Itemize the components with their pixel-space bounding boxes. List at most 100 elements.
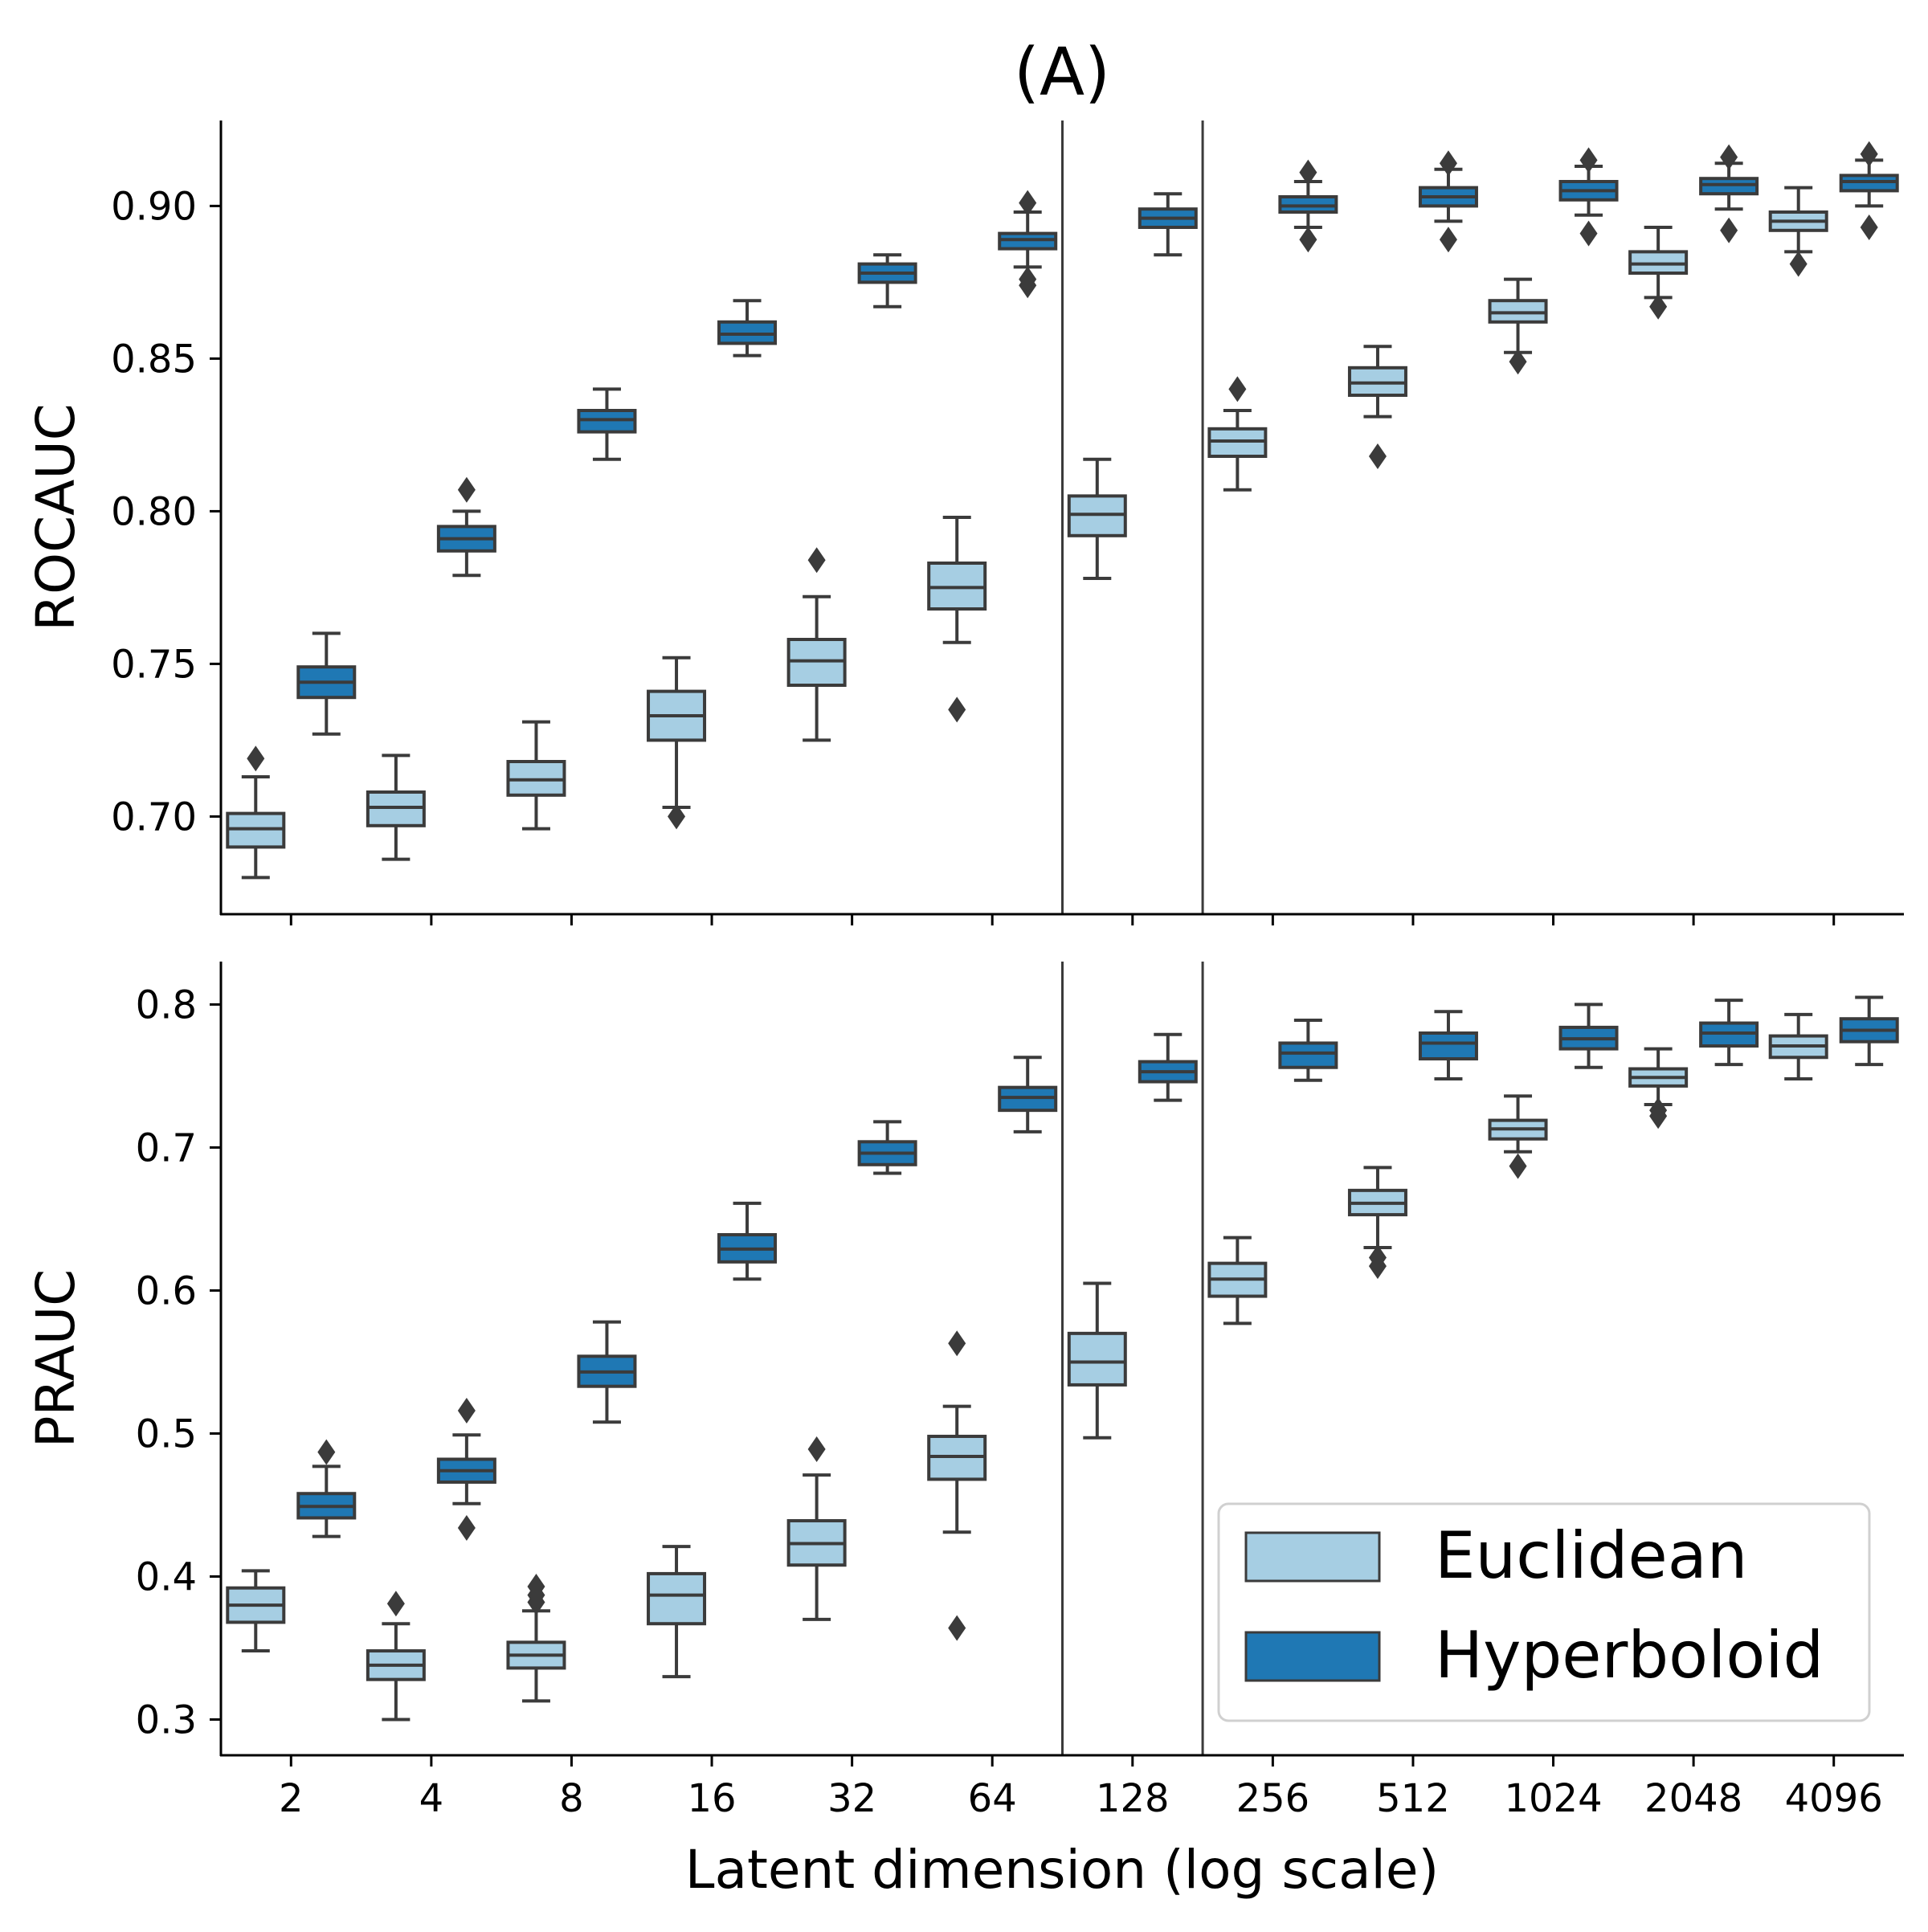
box-hyperboloid bbox=[1418, 150, 1478, 253]
outlier-marker bbox=[1299, 227, 1317, 253]
box-hyperboloid bbox=[998, 1056, 1058, 1133]
box-hyperboloid bbox=[1699, 999, 1759, 1067]
outlier-marker bbox=[1509, 1153, 1527, 1179]
outlier-marker bbox=[1299, 159, 1317, 186]
y-tick-label: 0.80 bbox=[111, 489, 197, 534]
box-euclidean bbox=[1207, 1236, 1268, 1325]
x-tick-label: 2 bbox=[279, 1776, 304, 1821]
outlier-marker bbox=[1720, 144, 1738, 170]
panel-top-rocauc: 0.70 0.75 0.80 0.85 0.90 ROCAUC bbox=[25, 120, 1904, 925]
y-tick-label: 0.8 bbox=[136, 982, 197, 1027]
box-euclidean bbox=[1347, 1166, 1407, 1280]
outlier-marker bbox=[948, 1330, 966, 1357]
legend-frame bbox=[1217, 1502, 1871, 1722]
outlier-marker bbox=[1649, 293, 1668, 320]
y-tick-label: 0.6 bbox=[136, 1268, 197, 1313]
legend-label-hyperboloid: Hyperboloid bbox=[1435, 1618, 1824, 1693]
box-hyperboloid bbox=[436, 1397, 496, 1541]
x-axis-label: Latent dimension (log scale) bbox=[685, 1839, 1439, 1901]
chart-title: (A) bbox=[1014, 35, 1110, 111]
box-hyperboloid bbox=[296, 631, 357, 736]
outlier-marker bbox=[668, 803, 686, 830]
outlier-marker bbox=[1228, 376, 1247, 402]
box-hyperboloid bbox=[1699, 144, 1759, 243]
legend-swatch-euclidean bbox=[1244, 1531, 1381, 1583]
x-tick-label: 64 bbox=[968, 1776, 1017, 1821]
box-euclidean bbox=[1488, 277, 1548, 375]
y-tick-label: 0.90 bbox=[111, 184, 197, 229]
box-euclidean bbox=[927, 1330, 987, 1641]
box-hyperboloid bbox=[577, 387, 637, 461]
y-tick-label: 0.3 bbox=[136, 1697, 197, 1742]
outlier-marker bbox=[457, 1397, 476, 1423]
outlier-marker bbox=[1860, 214, 1878, 240]
y-tick-label: 0.7 bbox=[136, 1125, 197, 1170]
outlier-marker bbox=[527, 1573, 545, 1599]
box-euclidean bbox=[1067, 457, 1127, 580]
panel-bottom-prauc: 0.3 0.4 0.5 0.6 0.7 0.8 PRAUC 2 4 8 16 32 64 128 256 51… bbox=[25, 962, 1904, 1821]
y-tick-label: 0.75 bbox=[111, 642, 197, 687]
outlier-marker bbox=[1860, 141, 1878, 167]
box-hyperboloid bbox=[1278, 159, 1338, 253]
box-euclidean bbox=[1768, 186, 1828, 277]
x-tick-label: 16 bbox=[688, 1776, 737, 1821]
box-hyperboloid bbox=[857, 1120, 917, 1175]
box-hyperboloid bbox=[1418, 1010, 1478, 1080]
x-tick-label: 4096 bbox=[1785, 1776, 1883, 1821]
outlier-marker bbox=[1789, 251, 1808, 277]
box-hyperboloid bbox=[1278, 1018, 1338, 1082]
box-hyperboloid bbox=[577, 1320, 637, 1424]
box-body bbox=[1067, 1331, 1127, 1387]
box-hyperboloid bbox=[717, 299, 778, 357]
outlier-marker bbox=[948, 1615, 966, 1641]
y-axis-label: ROCAUC bbox=[25, 403, 87, 631]
box-euclidean bbox=[1628, 226, 1689, 320]
box-euclidean bbox=[1067, 1281, 1127, 1440]
outlier-marker bbox=[386, 1591, 405, 1617]
box-hyperboloid bbox=[1839, 141, 1899, 240]
y-tick-label: 0.5 bbox=[136, 1411, 197, 1456]
outlier-marker bbox=[1439, 150, 1457, 177]
box-hyperboloid bbox=[1138, 192, 1198, 257]
y-tick-label: 0.70 bbox=[111, 794, 197, 839]
box-euclidean bbox=[927, 516, 987, 723]
legend-swatch-hyperboloid bbox=[1244, 1631, 1381, 1682]
outlier-marker bbox=[1439, 227, 1457, 253]
outlier-marker bbox=[247, 745, 265, 772]
outlier-marker bbox=[1368, 443, 1387, 469]
outlier-marker bbox=[1649, 1097, 1668, 1124]
box-hyperboloid bbox=[1558, 147, 1619, 247]
x-tick-label: 4 bbox=[419, 1776, 444, 1821]
outlier-marker bbox=[317, 1439, 336, 1465]
outlier-marker bbox=[1720, 217, 1738, 243]
box-euclidean bbox=[1488, 1094, 1548, 1179]
outlier-marker bbox=[1579, 220, 1598, 247]
box-euclidean bbox=[786, 547, 847, 742]
x-tick-label: 1024 bbox=[1504, 1776, 1602, 1821]
box-hyperboloid bbox=[296, 1439, 357, 1538]
x-tick-label: 512 bbox=[1376, 1776, 1450, 1821]
legend-label-euclidean: Euclidean bbox=[1435, 1518, 1747, 1593]
box-body bbox=[1418, 1031, 1478, 1061]
outlier-marker bbox=[1368, 1244, 1387, 1271]
outlier-marker bbox=[457, 476, 476, 503]
box-body bbox=[1278, 1041, 1338, 1069]
x-tick-label: 256 bbox=[1236, 1776, 1310, 1821]
box-euclidean bbox=[506, 1573, 566, 1703]
outlier-marker bbox=[1579, 147, 1598, 174]
box-hyperboloid bbox=[1839, 995, 1899, 1067]
box-euclidean bbox=[226, 745, 286, 880]
y-tick-label: 0.85 bbox=[111, 337, 197, 382]
box-euclidean bbox=[786, 1436, 847, 1621]
x-tick-label: 128 bbox=[1096, 1776, 1170, 1821]
box-hyperboloid bbox=[857, 253, 917, 308]
box-hyperboloid bbox=[998, 190, 1058, 299]
y-axis-label: PRAUC bbox=[25, 1269, 87, 1448]
x-tick-label: 8 bbox=[559, 1776, 584, 1821]
box-hyperboloid bbox=[1138, 1032, 1198, 1102]
box-euclidean bbox=[647, 1545, 707, 1679]
box-euclidean bbox=[366, 754, 426, 861]
outlier-marker bbox=[1019, 266, 1037, 292]
box-euclidean bbox=[366, 1591, 426, 1722]
